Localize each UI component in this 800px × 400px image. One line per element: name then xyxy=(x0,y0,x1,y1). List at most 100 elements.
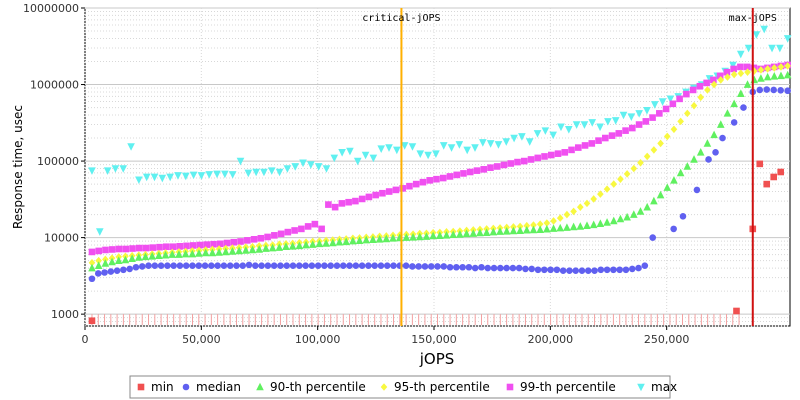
data-point xyxy=(572,267,580,274)
data-point xyxy=(616,266,623,274)
data-point xyxy=(148,251,156,260)
data-point xyxy=(358,262,366,269)
data-point xyxy=(88,317,96,325)
data-point xyxy=(385,188,393,195)
data-point xyxy=(176,242,184,250)
series-median xyxy=(88,86,791,283)
data-point xyxy=(252,262,259,269)
data-point xyxy=(382,234,391,243)
data-point xyxy=(776,44,784,53)
data-point xyxy=(453,263,460,271)
data-point xyxy=(730,70,738,79)
data-point xyxy=(479,139,487,147)
data-point xyxy=(456,230,464,238)
axes: 1000 10000 100000 1000000 10000000 0 50,000 100… xyxy=(23,2,689,346)
data-point xyxy=(108,257,116,266)
data-point xyxy=(756,86,764,94)
data-point xyxy=(424,151,432,160)
marker-label: critical-jOPS xyxy=(362,13,440,24)
data-point xyxy=(189,262,196,269)
data-point xyxy=(277,230,285,238)
data-point xyxy=(480,166,488,173)
data-point xyxy=(88,167,96,175)
legend-label: 90-th percentile xyxy=(270,380,366,394)
data-point xyxy=(635,110,643,118)
data-point xyxy=(663,132,671,141)
data-point xyxy=(182,262,190,269)
data-point xyxy=(208,248,217,257)
data-point xyxy=(355,236,364,245)
data-point xyxy=(449,230,458,239)
data-point xyxy=(88,275,96,283)
data-point xyxy=(757,74,765,82)
data-point xyxy=(724,73,731,81)
data-point xyxy=(453,171,461,179)
data-point xyxy=(135,176,143,185)
data-point xyxy=(696,148,705,156)
data-point xyxy=(415,263,422,270)
data-point xyxy=(115,245,123,253)
data-point xyxy=(346,262,353,269)
data-point xyxy=(429,231,437,240)
data-point xyxy=(670,125,678,134)
data-point xyxy=(369,235,377,243)
data-point xyxy=(743,63,751,71)
data-point xyxy=(777,168,784,176)
data-point xyxy=(328,238,337,247)
data-point xyxy=(325,201,332,208)
data-point xyxy=(658,98,667,106)
data-point xyxy=(111,165,120,173)
y-tick-label: 10000000 xyxy=(23,2,79,15)
data-point xyxy=(590,195,597,203)
data-point xyxy=(676,168,685,177)
data-point xyxy=(683,162,692,170)
data-point xyxy=(223,239,231,247)
data-point xyxy=(583,199,591,208)
data-point xyxy=(710,80,718,89)
data-point xyxy=(635,264,642,272)
data-point xyxy=(717,76,725,84)
data-point xyxy=(649,234,657,241)
data-point xyxy=(262,244,270,252)
data-point xyxy=(623,212,631,221)
data-point xyxy=(547,266,554,274)
data-point xyxy=(581,142,589,149)
data-point xyxy=(710,130,718,139)
legend-marker xyxy=(137,383,145,391)
data-point xyxy=(597,266,605,274)
data-point xyxy=(275,243,284,251)
data-point xyxy=(169,243,177,251)
data-point xyxy=(650,196,658,205)
data-point xyxy=(617,175,624,183)
data-point xyxy=(252,168,260,177)
data-point xyxy=(122,245,130,253)
data-point xyxy=(557,123,565,132)
data-point xyxy=(267,167,276,175)
data-point xyxy=(656,190,665,199)
data-point xyxy=(95,228,104,236)
data-point xyxy=(141,252,150,261)
data-point xyxy=(465,263,473,271)
data-point xyxy=(164,262,171,269)
data-point xyxy=(536,220,544,228)
data-point xyxy=(563,223,571,231)
data-point xyxy=(656,110,663,117)
data-point xyxy=(588,119,597,127)
data-point xyxy=(569,222,578,231)
data-point xyxy=(690,101,698,110)
data-point xyxy=(757,66,765,74)
data-point xyxy=(469,229,478,237)
data-point xyxy=(383,262,391,269)
data-point xyxy=(509,226,518,235)
data-point xyxy=(142,173,151,182)
data-point xyxy=(132,263,140,271)
data-point xyxy=(642,118,650,125)
data-point xyxy=(510,134,518,143)
data-point xyxy=(662,105,670,113)
data-point xyxy=(597,190,604,198)
data-point xyxy=(88,248,96,256)
data-point xyxy=(94,261,103,269)
x-tick-label: 0 xyxy=(82,333,89,346)
data-point xyxy=(195,262,203,269)
data-point xyxy=(295,262,303,269)
